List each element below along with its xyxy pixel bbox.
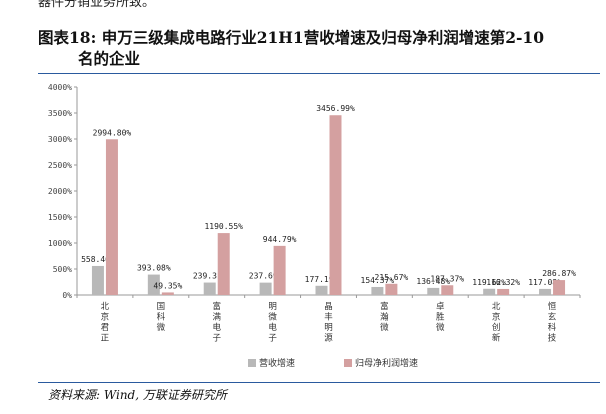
x-category-label: 富 <box>380 301 389 312</box>
bar-revenue <box>315 285 328 295</box>
data-label: 119.62% <box>472 278 506 287</box>
bar-net-profit <box>329 115 342 296</box>
y-tick-label: 0% <box>62 291 72 300</box>
x-category-label: 源 <box>324 334 333 344</box>
data-label: 558.46% <box>81 255 115 264</box>
x-category-label: 瀚 <box>380 312 389 323</box>
x-category-label: 富 <box>212 301 221 312</box>
x-category-label: 卓 <box>436 301 445 312</box>
x-category-label: 君 <box>101 323 110 333</box>
bar-revenue <box>259 282 272 295</box>
x-category-label: 京 <box>101 312 110 323</box>
y-tick-label: 2500% <box>48 161 72 170</box>
data-label: 944.79% <box>263 235 297 244</box>
x-category-label: 明 <box>268 302 277 312</box>
bar-revenue <box>427 287 440 295</box>
data-label: 49.35% <box>153 281 182 290</box>
y-tick-label: 1000% <box>48 239 72 248</box>
x-category-label: 创 <box>492 322 501 333</box>
x-category-label: 胜 <box>436 312 445 323</box>
y-tick-label: 4000% <box>48 83 72 92</box>
x-category-label: 微 <box>157 322 166 333</box>
data-label: 1190.55% <box>204 222 243 231</box>
y-tick-label: 1500% <box>48 213 72 222</box>
legend-label: 归母净利润增速 <box>355 357 418 369</box>
data-label: 215.67% <box>375 273 409 282</box>
title-rule <box>38 73 600 74</box>
chart-title: 图表18: 申万三级集成电路行业21H1营收增速及归母净利润增速第2-10 名的… <box>38 27 598 69</box>
y-tick-label: 500% <box>53 265 72 274</box>
data-label: 154.37% <box>361 276 395 285</box>
bar-net-profit <box>105 139 118 295</box>
x-category-label: 子 <box>212 334 221 344</box>
x-category-label: 满 <box>212 312 221 323</box>
data-label: 187.37% <box>430 274 464 283</box>
chart-title-line1: 图表18: 申万三级集成电路行业21H1营收增速及归母净利润增速第2-10 <box>38 28 544 47</box>
data-label: 116.32% <box>486 278 520 287</box>
x-category-label: 技 <box>548 333 557 344</box>
legend-label: 营收增速 <box>259 357 295 369</box>
x-category-label: 电 <box>212 322 221 333</box>
data-label: 237.69% <box>249 272 283 281</box>
source-note: 资料来源: Wind, 万联证券研究所 <box>48 388 227 402</box>
legend-swatch <box>344 359 352 367</box>
bar-revenue <box>147 274 160 295</box>
x-category-label: 微 <box>380 322 389 333</box>
bar-net-profit <box>217 233 230 295</box>
x-category-label: 晶 <box>324 302 333 312</box>
bar-revenue <box>91 265 104 295</box>
source-rule <box>38 382 600 383</box>
x-category-label: 正 <box>101 334 110 344</box>
x-category-label: 京 <box>492 312 501 323</box>
y-tick-label: 3500% <box>48 109 72 118</box>
data-label: 177.19% <box>305 275 339 284</box>
x-category-label: 电 <box>268 322 277 333</box>
bar-net-profit <box>161 292 174 295</box>
bar-revenue <box>203 282 216 295</box>
x-category-label: 北 <box>492 302 501 312</box>
data-label: 117.08% <box>528 278 562 287</box>
x-category-label: 国 <box>157 302 166 312</box>
x-category-label: 丰 <box>324 312 333 323</box>
data-label: 3456.99% <box>316 104 355 113</box>
x-category-label: 玄 <box>548 312 557 323</box>
x-category-label: 新 <box>492 333 501 344</box>
x-category-label: 微 <box>436 322 445 333</box>
data-label: 136.48% <box>416 277 450 286</box>
x-category-label: 科 <box>157 312 166 323</box>
bar-net-profit <box>441 285 454 295</box>
previous-paragraph-fragment: 器件分销业务所致。 <box>38 0 156 10</box>
bar-net-profit <box>385 283 398 295</box>
x-category-label: 子 <box>268 334 277 344</box>
data-label: 2994.80% <box>93 128 132 137</box>
chart-title-line2: 名的企业 <box>78 49 141 68</box>
data-label: 393.08% <box>137 264 171 273</box>
bar-net-profit <box>273 245 286 295</box>
y-tick-label: 2000% <box>48 187 72 196</box>
bar-revenue <box>371 286 384 295</box>
bar-revenue <box>539 288 552 295</box>
x-category-label: 明 <box>324 323 333 333</box>
x-category-label: 恒 <box>548 301 557 312</box>
y-tick-label: 3000% <box>48 135 72 144</box>
x-category-label: 科 <box>548 322 557 333</box>
data-label: 239.31% <box>193 272 227 281</box>
legend-swatch <box>248 359 256 367</box>
data-label: 286.87% <box>542 269 576 278</box>
x-category-label: 微 <box>268 312 277 323</box>
bar-net-profit <box>553 280 566 295</box>
bar-revenue <box>483 288 496 295</box>
bar-net-profit <box>497 288 510 295</box>
x-category-label: 北 <box>101 302 110 312</box>
